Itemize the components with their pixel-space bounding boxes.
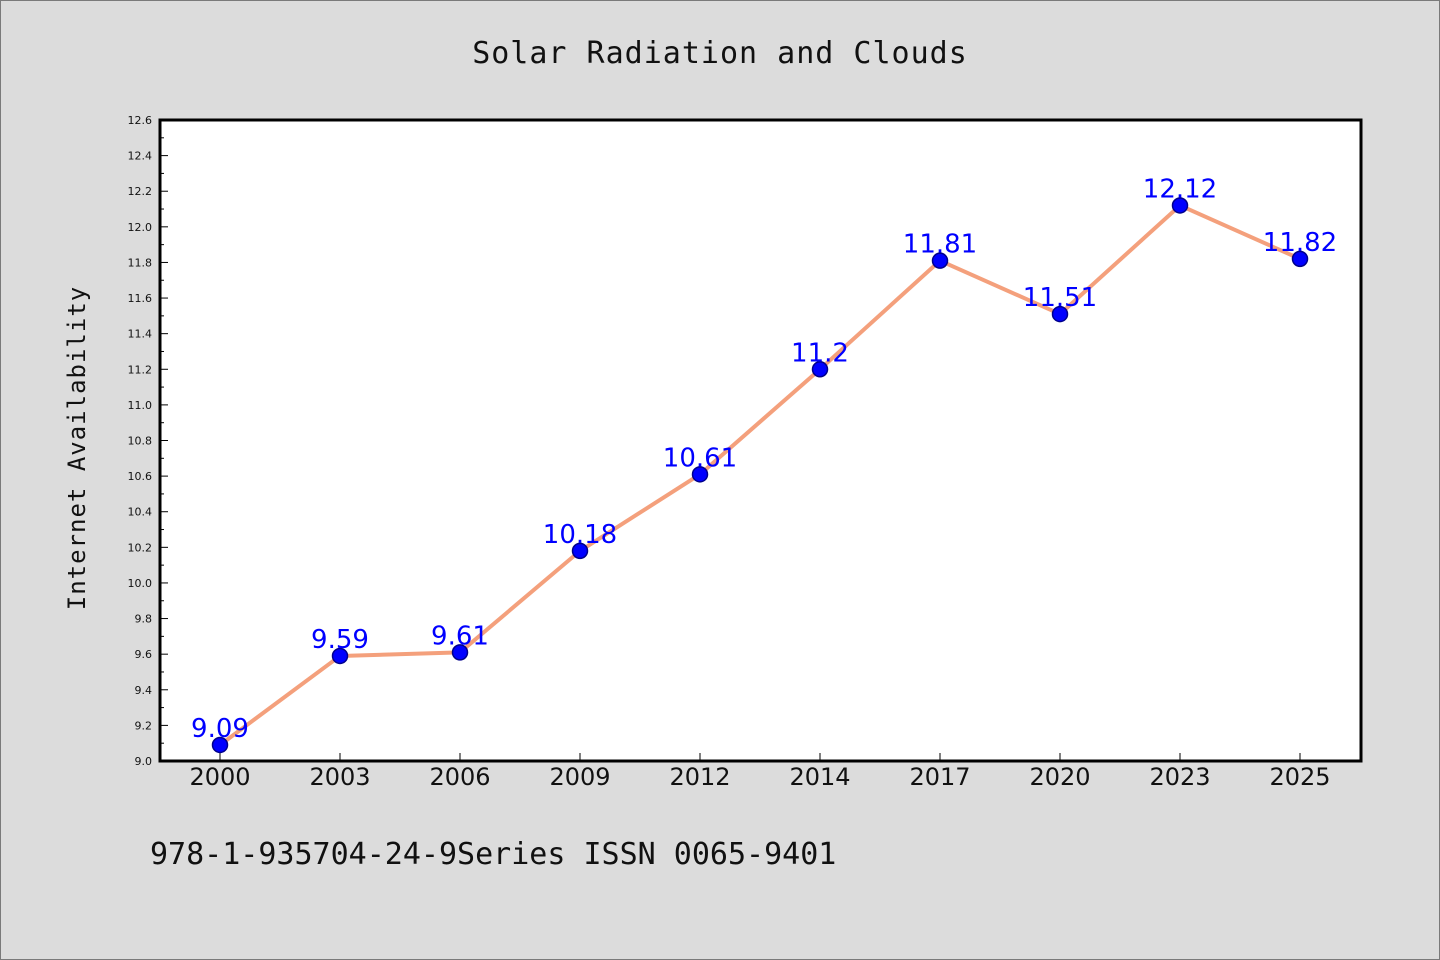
data-label: 9.09	[191, 714, 249, 744]
x-axis: 2000 2003 2006 2009 2012 2014 2017 2020 2023 2025	[189, 753, 1331, 791]
y-tick-label: 10.6	[128, 470, 153, 483]
data-point	[1051, 305, 1069, 323]
y-tick-label: 11.6	[128, 292, 153, 305]
x-tick-label: 2000	[189, 763, 250, 791]
y-tick-label: 11.4	[128, 328, 153, 341]
data-label: 9.61	[431, 621, 489, 651]
x-tick-label: 2014	[789, 763, 850, 791]
y-tick-label: 12.4	[128, 150, 153, 163]
y-tick-label: 9.0	[135, 755, 153, 768]
y-tick-label: 10.2	[128, 541, 153, 554]
data-point	[451, 644, 469, 661]
y-tick-label: 9.6	[135, 648, 153, 661]
y-axis: 9.0 9.2 9.4 9.6 9.8 10.0 10.2 10.4 10.6 10.8 11.0 1…	[128, 114, 168, 768]
x-tick-label: 2023	[1149, 763, 1210, 791]
data-point	[811, 361, 829, 378]
y-tick-label: 9.2	[135, 719, 153, 732]
data-point	[1291, 250, 1309, 268]
y-tick-label: 11.0	[128, 399, 153, 412]
x-tick-label: 2017	[909, 763, 970, 791]
data-label: 9.59	[311, 625, 369, 655]
x-tick-label: 2020	[1029, 763, 1090, 791]
data-point	[331, 647, 349, 665]
series-line	[218, 203, 1302, 747]
y-tick-label: 9.8	[135, 613, 153, 626]
x-tick-label: 2003	[309, 763, 370, 791]
data-label: 11.51	[1023, 283, 1097, 313]
y-tick-label: 10.8	[128, 435, 153, 448]
y-tick-label: 11.8	[128, 256, 153, 269]
footnote: 978-1-935704-24-9Series ISSN 0065-9401	[150, 837, 836, 872]
data-label: 11.2	[791, 338, 849, 368]
data-point	[931, 252, 949, 269]
data-label: 10.61	[663, 443, 737, 473]
data-label: 11.82	[1263, 228, 1337, 258]
data-label: 10.18	[543, 520, 617, 550]
data-label: 12.12	[1143, 174, 1217, 204]
y-tick-label: 12.6	[128, 114, 153, 127]
y-axis-title: Internet Availability	[63, 286, 91, 610]
y-tick-label: 10.0	[128, 577, 153, 590]
y-tick-label: 12.0	[128, 221, 153, 234]
x-tick-label: 2025	[1269, 763, 1330, 791]
chart-title: Solar Radiation and Clouds	[472, 36, 968, 71]
y-tick-label: 11.2	[128, 363, 153, 376]
x-tick-label: 2009	[549, 763, 610, 791]
data-point	[211, 736, 229, 754]
x-tick-label: 2012	[669, 763, 730, 791]
plot-area	[158, 118, 1363, 763]
series-line-group: 9.09 9.59 9.61 10.18 10.61 11.2 11.81 11.51 12.1…	[191, 174, 1337, 754]
x-tick-label: 2006	[429, 763, 490, 791]
data-point	[691, 466, 709, 483]
data-point	[1171, 197, 1189, 214]
y-tick-label: 9.4	[135, 684, 153, 697]
data-point	[571, 542, 589, 560]
data-label: 11.81	[903, 230, 977, 260]
y-tick-label: 10.4	[128, 506, 153, 519]
y-tick-label: 12.2	[128, 185, 153, 198]
